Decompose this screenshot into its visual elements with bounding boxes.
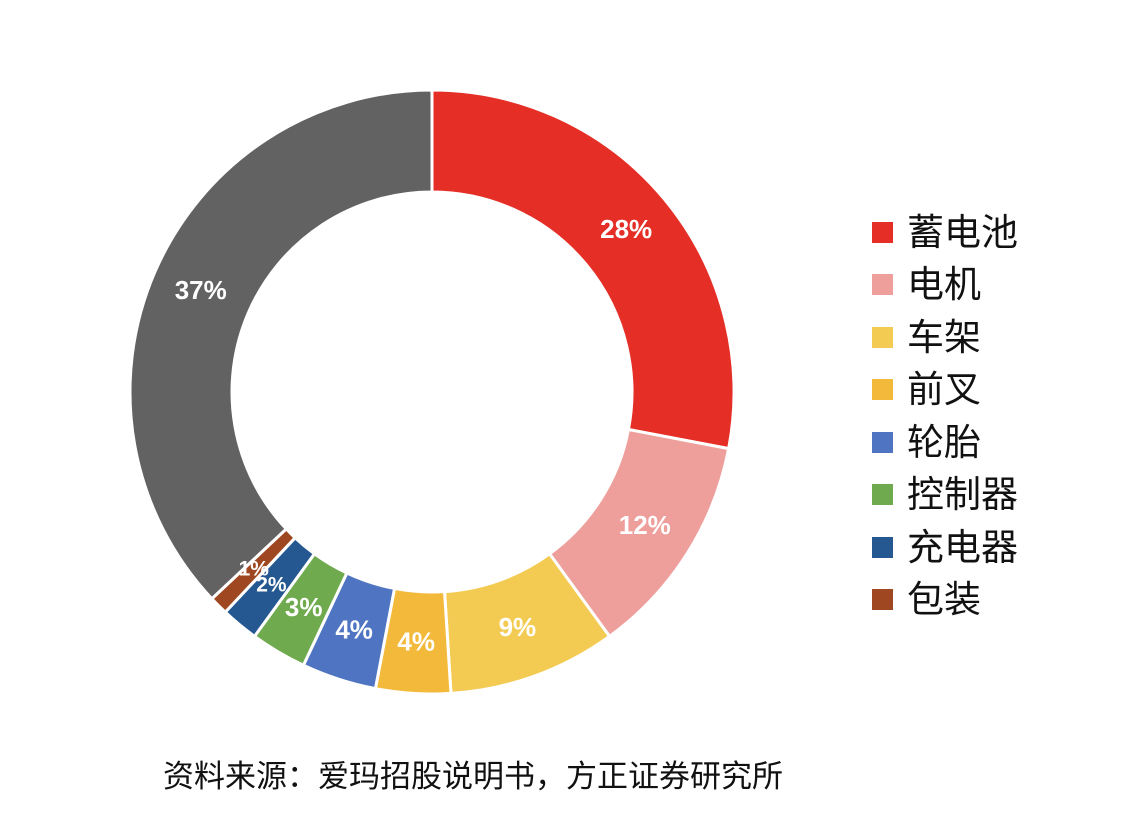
data-label-4: 4% bbox=[397, 626, 435, 656]
legend-swatch bbox=[872, 536, 893, 558]
legend-item: 充电器 bbox=[872, 521, 1122, 574]
chart-legend: 蓄电池电机车架前叉轮胎控制器充电器包装 bbox=[872, 206, 1122, 626]
legend-swatch bbox=[872, 326, 893, 348]
data-label-7: 2% bbox=[256, 574, 287, 597]
legend-label: 控制器 bbox=[907, 473, 1018, 517]
legend-swatch bbox=[872, 431, 893, 453]
source-note: 资料来源：爱玛招股说明书，方正证券研究所 bbox=[163, 759, 783, 795]
legend-label: 轮胎 bbox=[907, 420, 981, 464]
legend-swatch bbox=[872, 274, 893, 296]
data-label-8: 1% bbox=[239, 558, 270, 581]
legend-item: 包装 bbox=[872, 574, 1122, 627]
legend-item: 车架 bbox=[872, 311, 1122, 364]
donut-slice-1 bbox=[430, 88, 736, 451]
legend-label: 前叉 bbox=[907, 368, 981, 412]
legend-label: 车架 bbox=[907, 315, 981, 359]
legend-label: 电机 bbox=[907, 263, 981, 307]
donut-slices bbox=[128, 88, 736, 696]
legend-item: 轮胎 bbox=[872, 416, 1122, 469]
data-label-6: 3% bbox=[285, 592, 323, 622]
legend-label: 蓄电池 bbox=[907, 210, 1018, 254]
legend-swatch bbox=[872, 379, 893, 401]
data-label-9: 37% bbox=[175, 275, 227, 305]
data-label-2: 12% bbox=[619, 510, 671, 540]
donut-data-labels: 28% 12% 9% 4% 4% 3%2%1% 37% bbox=[175, 214, 671, 656]
legend-item: 控制器 bbox=[872, 469, 1122, 522]
legend-label: 包装 bbox=[907, 578, 981, 622]
legend-swatch bbox=[872, 484, 893, 506]
legend-label: 充电器 bbox=[907, 525, 1018, 569]
legend-item: 蓄电池 bbox=[872, 206, 1122, 259]
data-label-3: 9% bbox=[499, 612, 537, 642]
data-label-1: 28% bbox=[600, 214, 652, 244]
legend-swatch bbox=[872, 589, 893, 611]
data-label-5: 4% bbox=[335, 615, 373, 645]
legend-item: 前叉 bbox=[872, 364, 1122, 417]
legend-swatch bbox=[872, 221, 893, 243]
legend-item: 电机 bbox=[872, 259, 1122, 312]
donut-slice-unlabeled bbox=[128, 88, 434, 601]
